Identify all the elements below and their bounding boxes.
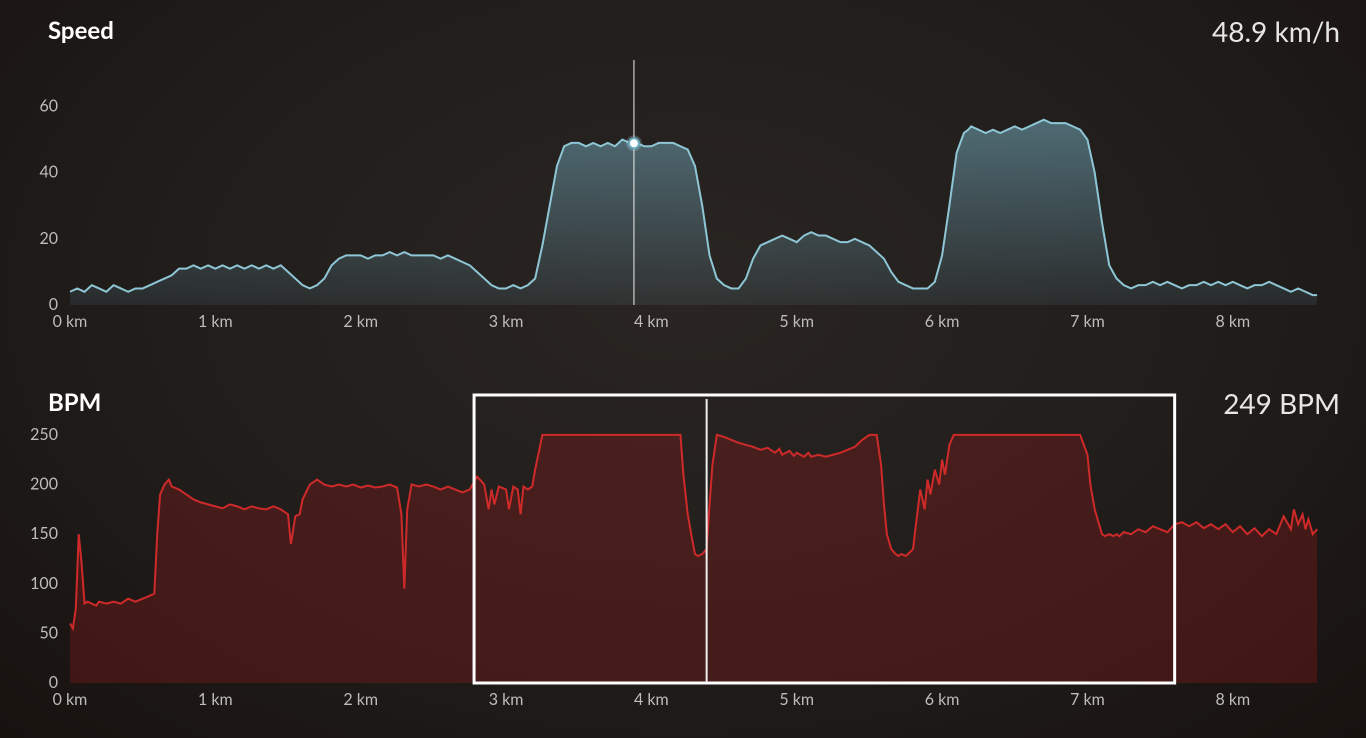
bpm-x-tick: 7 km [1070,690,1105,709]
bpm-chart[interactable]: 0501001502002500 km1 km2 km3 km4 km5 km6… [0,0,1366,723]
bpm-area [70,435,1317,683]
bpm-y-tick: 150 [30,524,58,543]
bpm-x-tick: 3 km [489,690,524,709]
bpm-x-tick: 4 km [634,690,669,709]
bpm-y-tick: 200 [30,475,58,494]
bpm-y-tick: 50 [39,623,58,642]
bpm-y-tick: 250 [30,425,58,444]
bpm-x-tick: 6 km [925,690,960,709]
bpm-x-tick: 1 km [198,690,233,709]
bpm-y-tick: 100 [30,574,58,593]
bpm-x-tick: 0 km [53,690,88,709]
bpm-x-tick: 8 km [1215,690,1250,709]
bpm-x-tick: 2 km [343,690,378,709]
bpm-x-tick: 5 km [779,690,814,709]
